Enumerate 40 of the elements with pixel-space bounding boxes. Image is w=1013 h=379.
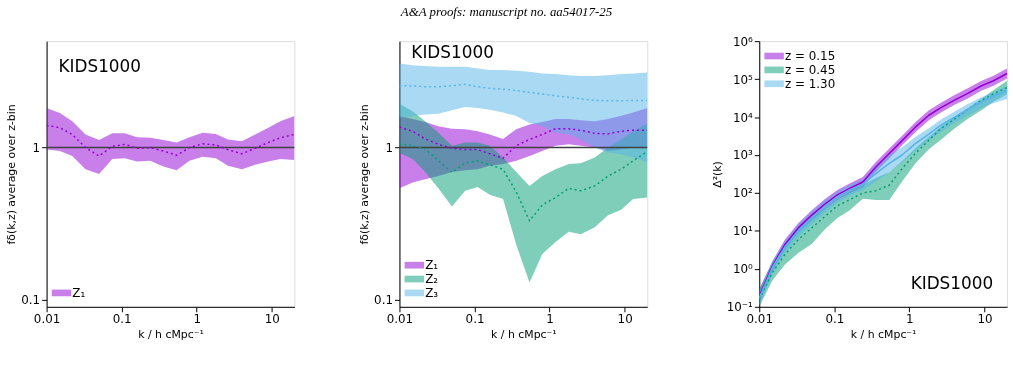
y-tick-label: 10⁰: [732, 262, 754, 277]
legend-label: Z₂: [425, 272, 439, 287]
x-tick-label: 1: [906, 312, 914, 327]
legend-label: Z₁: [425, 258, 439, 273]
x-tick-label: 0.1: [825, 312, 845, 327]
y-tick-label: 10⁻¹: [726, 300, 754, 315]
legend-label: z = 0.45: [785, 62, 836, 77]
y-axis-title: fδ(k,z) average over z-bin: [358, 104, 372, 245]
x-tick-label: 10: [617, 312, 633, 327]
legend-label: Z₃: [425, 285, 439, 300]
text: A&A proofs: manuscript no. aa54017-25: [399, 4, 613, 19]
x-tick-label: 1: [193, 312, 201, 327]
x-tick-label: 10: [264, 312, 280, 327]
y-tick-label: 10²: [732, 186, 754, 201]
y-tick-label: 10¹: [732, 224, 754, 239]
x-tick-label: 0.01: [33, 312, 61, 327]
line-series: [399, 143, 648, 222]
y-tick-label: 10⁶: [732, 34, 754, 49]
annotation: KIDS1000: [58, 55, 142, 76]
annotation: KIDS1000: [411, 42, 494, 63]
y-tick-label: 10⁴: [732, 110, 754, 125]
line-series: [399, 83, 648, 102]
y-axis-title: fδ(k,z) average over z-bin: [5, 104, 19, 245]
line-series: [46, 124, 295, 157]
y-axis-title: Δ²(k): [710, 161, 724, 188]
x-tick-label: 0.01: [746, 312, 773, 327]
x-tick-label: 0.01: [386, 312, 414, 327]
x-tick-label: 10: [977, 312, 993, 327]
y-tick-label: 10³: [732, 148, 754, 163]
x-tick-label: 0.1: [112, 312, 132, 327]
x-tick-label: 0.1: [465, 312, 485, 327]
legend-label: z = 1.30: [785, 76, 836, 91]
x-axis-title: k / h cMpc⁻¹: [850, 328, 917, 342]
legend-label: Z₁: [72, 285, 86, 300]
legend-label: z = 0.15: [785, 49, 836, 63]
x-tick-label: 1: [546, 312, 554, 327]
x-axis-title: k / h cMpc⁻¹: [491, 328, 557, 342]
annotation: KIDS1000: [910, 272, 994, 293]
x-axis-title: k / h cMpc⁻¹: [138, 328, 204, 342]
y-tick-label: 10⁵: [732, 72, 754, 87]
